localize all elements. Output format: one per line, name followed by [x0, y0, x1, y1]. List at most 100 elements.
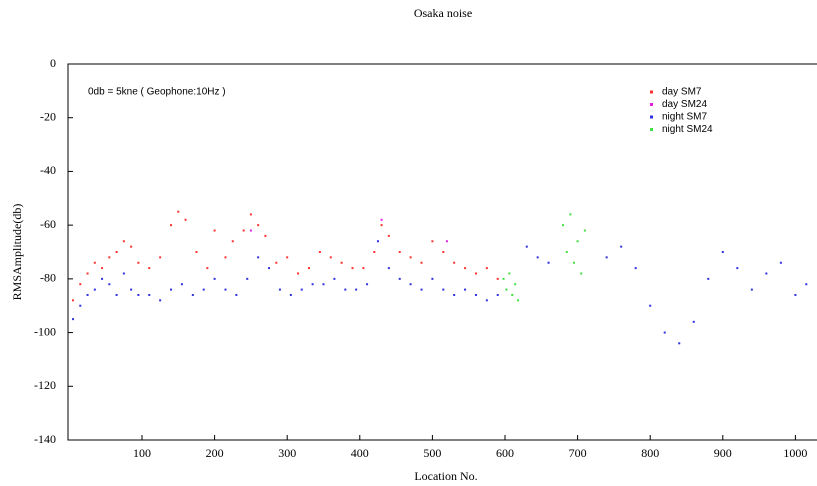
point: [576, 240, 579, 243]
y-tick-label: 0: [50, 56, 56, 70]
y-tick-label: -80: [40, 271, 56, 285]
point: [148, 293, 151, 296]
point: [485, 267, 488, 270]
x-tick-label: 1000: [783, 446, 807, 460]
point: [634, 267, 637, 270]
annotation: 0db = 5kne ( Geophone:10Hz ): [88, 87, 226, 98]
legend-swatch: [650, 103, 653, 106]
point: [93, 288, 96, 291]
point: [442, 288, 445, 291]
legend-label: day SM7: [662, 87, 702, 98]
point: [101, 277, 104, 280]
point: [485, 299, 488, 302]
point: [420, 261, 423, 264]
point: [508, 272, 511, 275]
chart-title: Osaka noise: [414, 6, 472, 20]
plot-frame: [67, 63, 817, 441]
point: [547, 261, 550, 264]
point: [431, 240, 434, 243]
x-tick-label: 500: [423, 446, 441, 460]
point: [355, 288, 358, 291]
point: [572, 261, 575, 264]
y-tick-label: -40: [40, 163, 56, 177]
point: [137, 293, 140, 296]
point: [231, 240, 234, 243]
point: [224, 256, 227, 259]
point: [605, 256, 608, 259]
point: [514, 283, 517, 286]
point: [170, 224, 173, 227]
point: [93, 261, 96, 264]
point: [409, 283, 412, 286]
point: [289, 293, 292, 296]
point: [278, 288, 281, 291]
point: [300, 288, 303, 291]
point: [511, 293, 514, 296]
point: [340, 261, 343, 264]
point: [380, 218, 383, 221]
point: [180, 283, 183, 286]
x-tick-label: 400: [351, 446, 369, 460]
point: [257, 224, 260, 227]
point: [517, 299, 520, 302]
legend-swatch: [650, 90, 653, 94]
point: [649, 304, 652, 307]
point: [249, 229, 252, 232]
point: [322, 283, 325, 286]
point: [249, 213, 252, 216]
x-tick-label: 200: [206, 446, 224, 460]
point: [805, 283, 808, 286]
point: [445, 240, 448, 243]
legend-label: day SM24: [662, 99, 707, 110]
point: [235, 293, 238, 296]
point: [257, 256, 260, 259]
point: [496, 277, 499, 280]
point: [464, 288, 467, 291]
point: [525, 245, 528, 248]
point: [376, 240, 379, 243]
point: [115, 251, 118, 253]
point: [794, 293, 797, 296]
point: [170, 288, 173, 291]
point: [380, 224, 383, 227]
y-axis-label: RMSAmplitude(db): [10, 204, 24, 301]
point: [307, 267, 310, 270]
y-tick-label: -120: [34, 378, 56, 392]
point: [362, 267, 365, 270]
point: [398, 251, 401, 253]
point: [692, 320, 695, 323]
point: [115, 293, 118, 296]
point: [387, 234, 390, 237]
x-tick-label: 300: [278, 446, 296, 460]
point: [351, 267, 354, 270]
point: [242, 229, 245, 232]
legend-label: night SM7: [662, 112, 707, 123]
point: [562, 224, 565, 227]
point: [311, 283, 314, 286]
point: [569, 213, 572, 216]
y-tick-label: -100: [34, 324, 56, 338]
point: [246, 277, 249, 280]
point: [122, 240, 125, 243]
point: [409, 256, 412, 259]
point: [130, 288, 133, 291]
point: [177, 210, 180, 213]
point: [297, 272, 300, 275]
point: [333, 277, 336, 280]
point: [750, 288, 753, 291]
point: [496, 293, 499, 296]
x-tick-label: 100: [133, 446, 151, 460]
point: [202, 288, 205, 291]
point: [474, 293, 477, 296]
point: [707, 277, 710, 280]
point: [678, 342, 681, 345]
point: [159, 299, 162, 302]
point: [72, 299, 75, 302]
x-tick-label: 600: [496, 446, 514, 460]
y-tick-label: -20: [40, 109, 56, 123]
point: [101, 267, 104, 270]
x-tick-label: 900: [714, 446, 732, 460]
legend-swatch: [650, 128, 653, 131]
x-tick-label: 700: [569, 446, 587, 460]
